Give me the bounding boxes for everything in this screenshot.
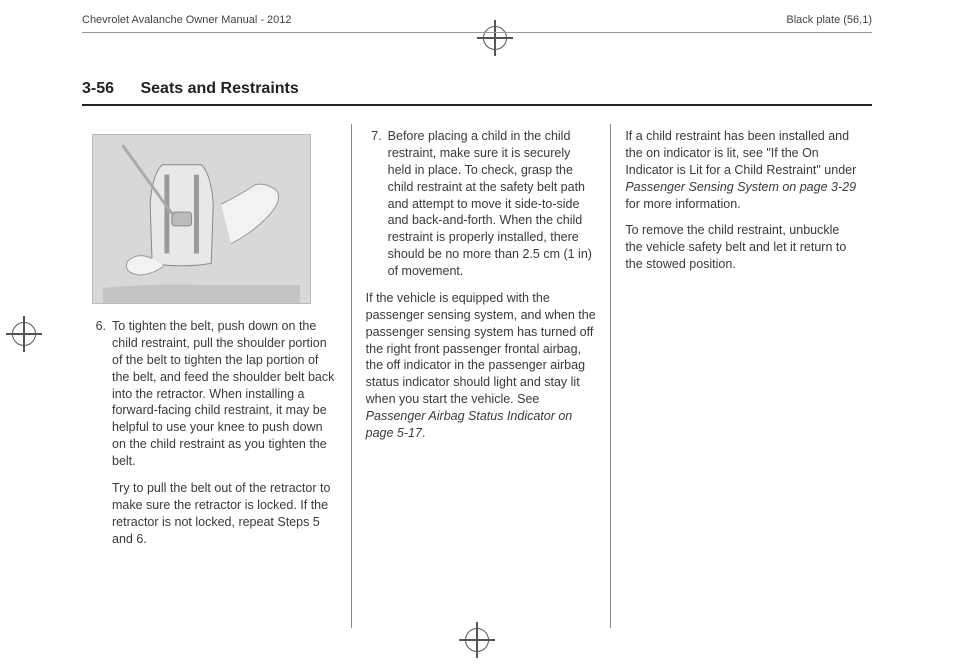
column-3: If a child restraint has been installed … bbox=[611, 124, 872, 628]
on-indicator-paragraph: If a child restraint has been installed … bbox=[625, 128, 860, 212]
step-7: 7. Before placing a child in the child r… bbox=[366, 128, 597, 280]
oip-text-a: If a child restraint has been installed … bbox=[625, 129, 856, 177]
content-columns: 6. To tighten the belt, push down on the… bbox=[90, 124, 872, 628]
child-restraint-illustration bbox=[92, 134, 311, 304]
passenger-sensing-paragraph: If the vehicle is equipped with the pass… bbox=[366, 290, 597, 442]
section-title: Seats and Restraints bbox=[140, 80, 298, 97]
step-7-number: 7. bbox=[366, 128, 388, 280]
registration-mark-left bbox=[6, 316, 42, 352]
manual-title: Chevrolet Avalanche Owner Manual - 2012 bbox=[82, 14, 292, 26]
plate-label: Black plate (56,1) bbox=[786, 14, 872, 26]
psp-text-a: If the vehicle is equipped with the pass… bbox=[366, 291, 596, 406]
remove-restraint-paragraph: To remove the child restraint, unbuckle … bbox=[625, 222, 860, 273]
oip-xref: Passenger Sensing System on page 3-29 bbox=[625, 180, 856, 194]
psp-xref: Passenger Airbag Status Indicator on pag… bbox=[366, 409, 573, 440]
step-7-text: Before placing a child in the child rest… bbox=[388, 128, 597, 280]
step-6-number: 6. bbox=[90, 318, 112, 470]
step-6-text: To tighten the belt, push down on the ch… bbox=[112, 318, 339, 470]
header-rule bbox=[82, 32, 872, 33]
oip-text-b: for more information. bbox=[625, 197, 740, 211]
step-6: 6. To tighten the belt, push down on the… bbox=[90, 318, 339, 470]
column-1: 6. To tighten the belt, push down on the… bbox=[90, 124, 351, 628]
print-header: Chevrolet Avalanche Owner Manual - 2012 … bbox=[82, 14, 872, 26]
psp-text-b: . bbox=[422, 426, 425, 440]
step-6-continued: Try to pull the belt out of the retracto… bbox=[112, 480, 339, 548]
column-2: 7. Before placing a child in the child r… bbox=[351, 124, 612, 628]
page-number: 3-56 bbox=[82, 80, 114, 97]
page-header: 3-56 Seats and Restraints bbox=[82, 80, 872, 106]
